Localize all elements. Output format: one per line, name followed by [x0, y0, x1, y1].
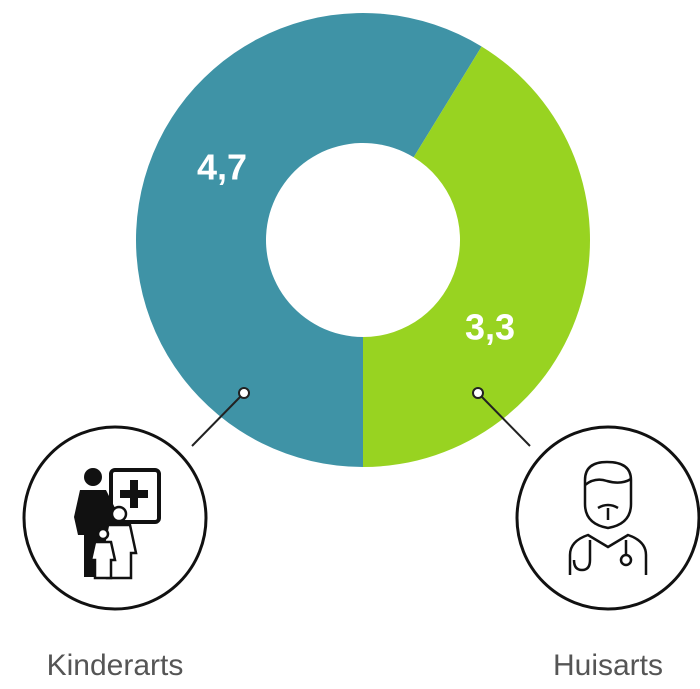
category-label: Huisarts	[553, 649, 663, 682]
value-label: 4,7	[197, 147, 247, 188]
value-label: 3,3	[465, 307, 515, 348]
category-label: Kinderarts	[47, 649, 184, 682]
connector	[191, 395, 242, 447]
slice	[135, 12, 482, 468]
slice	[363, 46, 590, 467]
connector-dot	[472, 387, 484, 399]
connector	[480, 395, 531, 447]
connector-dot	[238, 387, 250, 399]
pediatrician-icon	[74, 468, 161, 580]
doctor-icon	[568, 460, 648, 575]
donut	[135, 12, 590, 468]
